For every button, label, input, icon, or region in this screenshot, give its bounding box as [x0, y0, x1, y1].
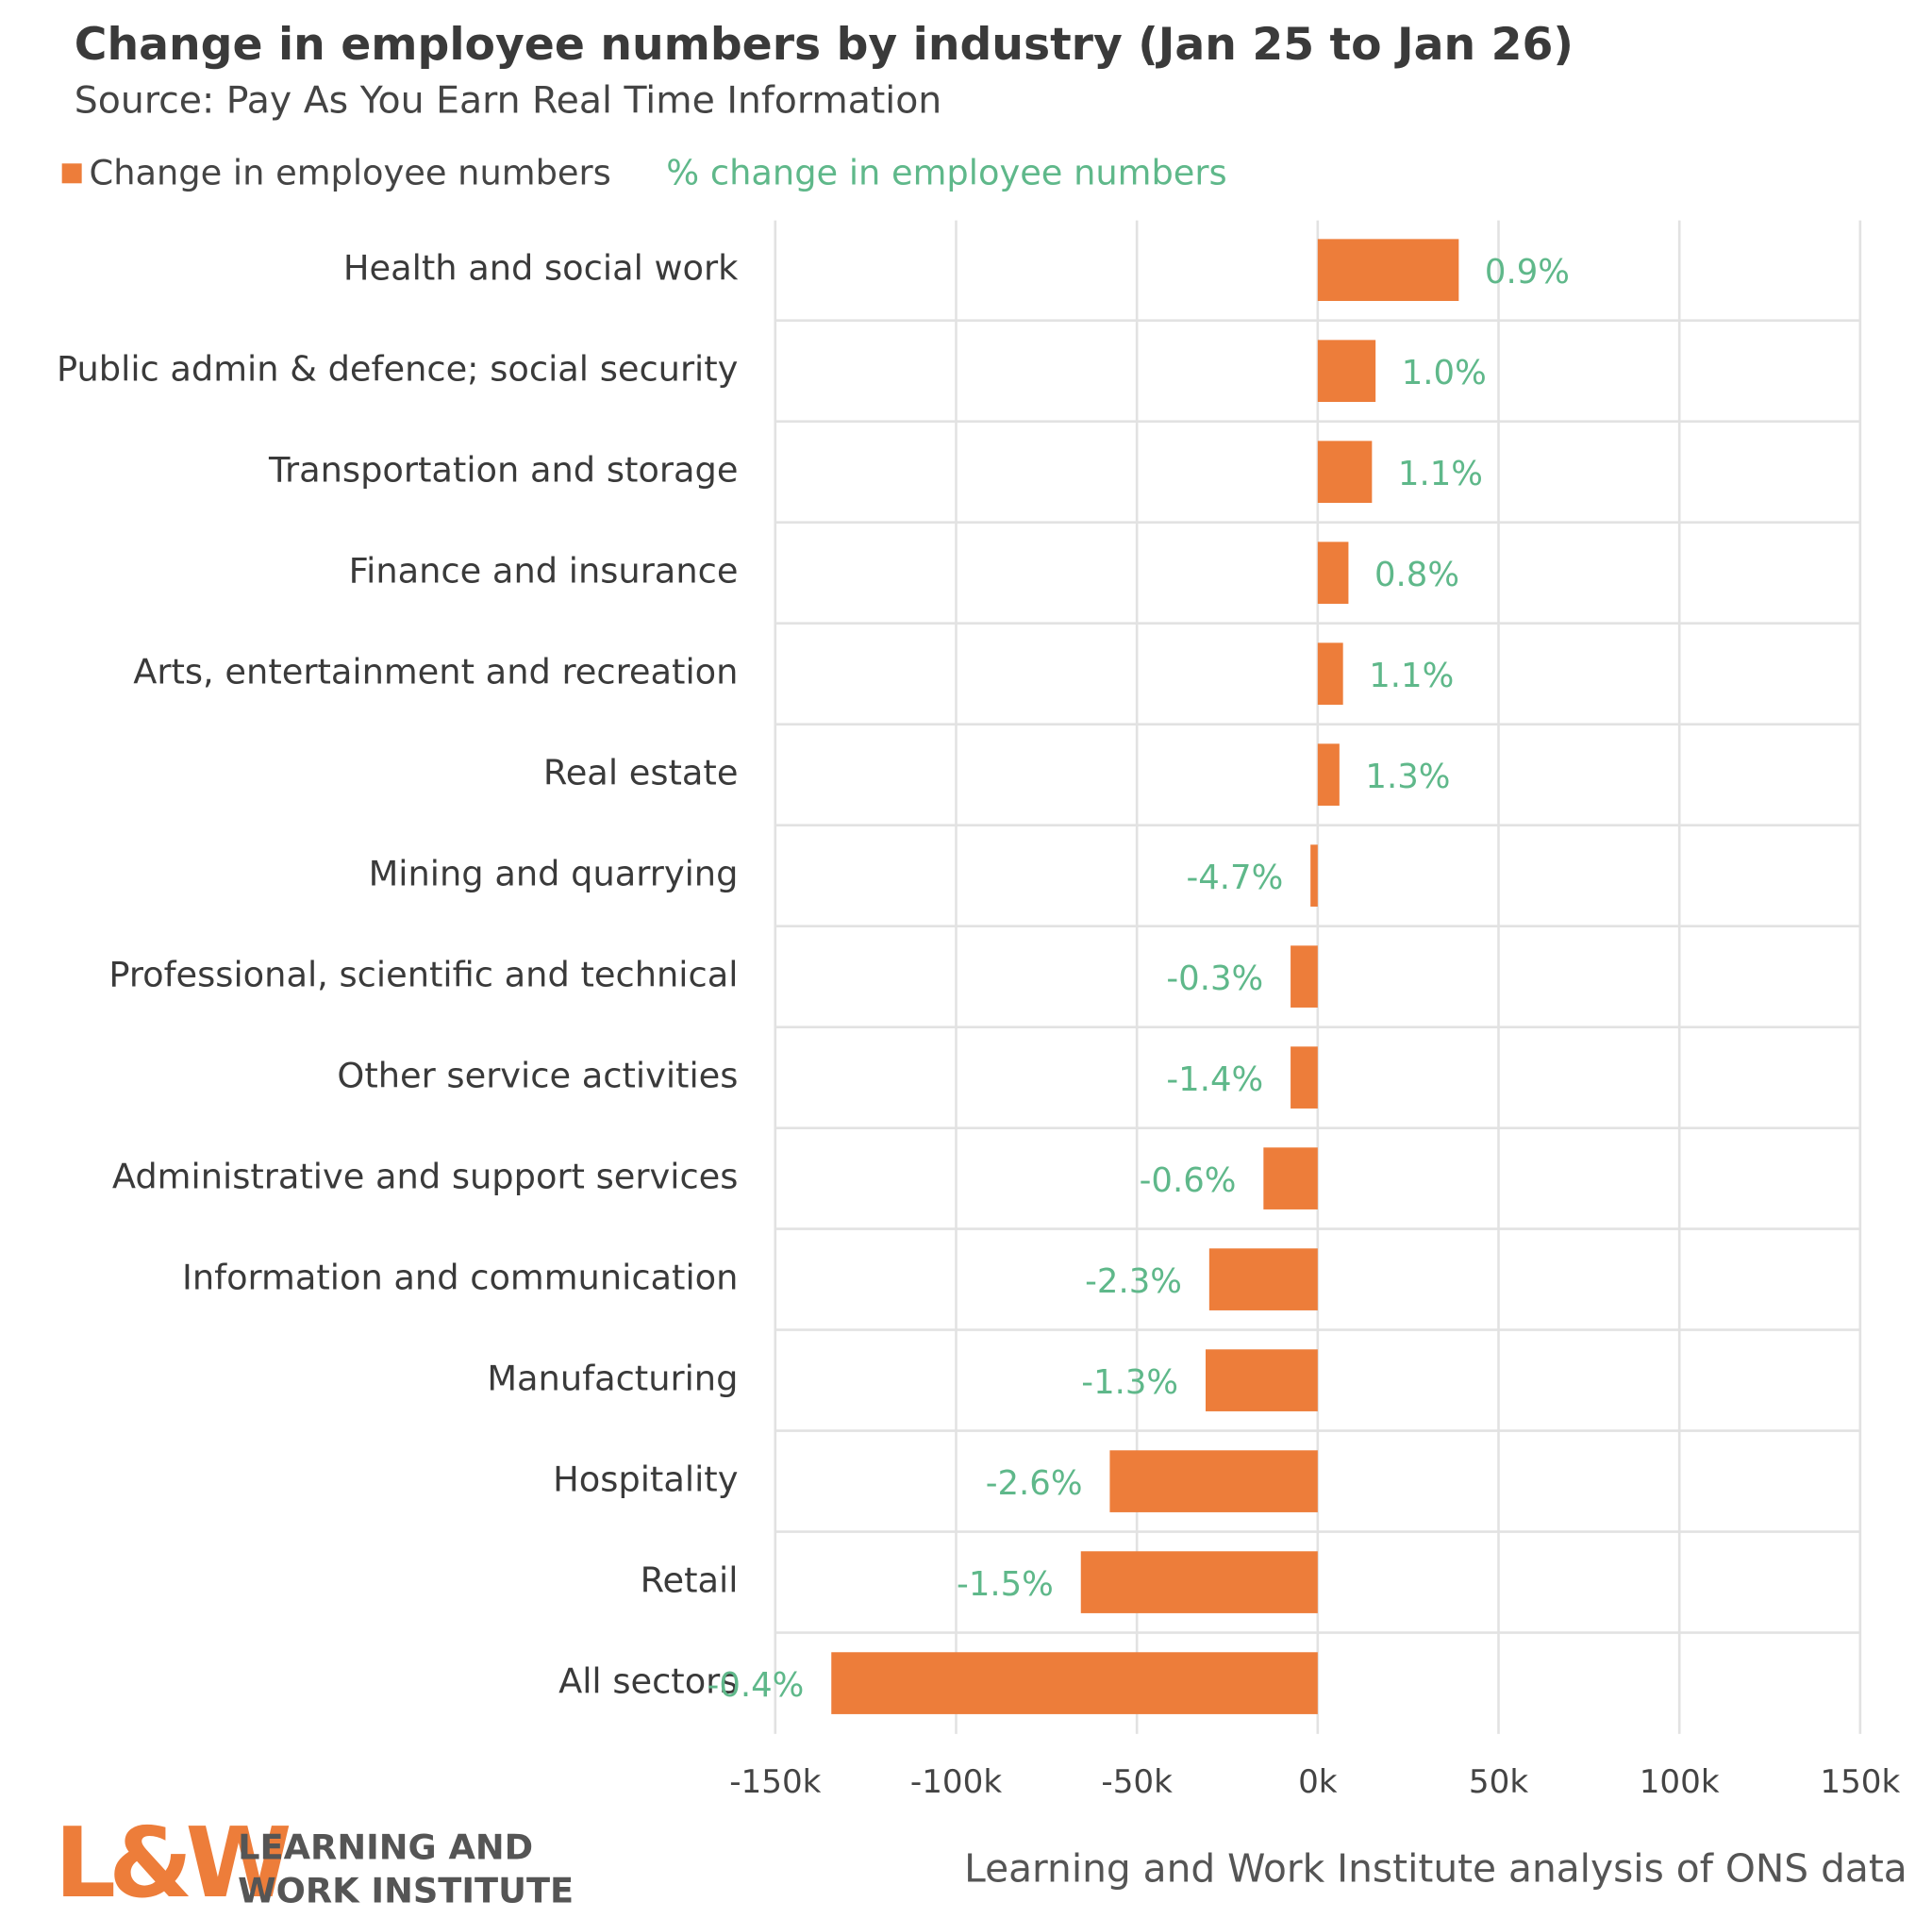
- chart-subtitle: Source: Pay As You Earn Real Time Inform…: [75, 78, 941, 122]
- caption: Learning and Work Institute analysis of …: [964, 1846, 1907, 1892]
- data-label: 0.8%: [1374, 556, 1459, 594]
- data-label: -1.5%: [957, 1565, 1054, 1604]
- y-tick-label: Other service activities: [337, 1056, 738, 1096]
- y-tick-label: Manufacturing: [487, 1359, 738, 1399]
- data-label: -0.6%: [1140, 1161, 1237, 1200]
- data-label: -0.4%: [708, 1666, 805, 1705]
- x-tick-label: -100k: [910, 1763, 1002, 1801]
- y-tick-label: Mining and quarrying: [369, 854, 739, 894]
- bar: [1317, 239, 1459, 302]
- y-tick-label: Transportation and storage: [268, 450, 738, 491]
- logo-text: LEARNING AND: [238, 1827, 533, 1868]
- bar: [1206, 1349, 1318, 1411]
- data-label: 1.0%: [1402, 354, 1487, 392]
- x-tick-label: 0k: [1298, 1763, 1338, 1801]
- legend-label: Change in employee numbers: [90, 153, 611, 193]
- logo-mark: L&W: [55, 1808, 290, 1918]
- bar: [1317, 642, 1343, 705]
- x-tick-label: 150k: [1820, 1763, 1900, 1801]
- bar: [1291, 1046, 1318, 1109]
- bar: [1317, 542, 1349, 604]
- data-label: -2.6%: [986, 1464, 1083, 1503]
- bar: [1080, 1551, 1318, 1613]
- y-tick-label: Public admin & defence; social security: [57, 349, 738, 390]
- data-label: -1.3%: [1081, 1363, 1178, 1402]
- data-label: -4.7%: [1186, 859, 1283, 897]
- y-tick-label: Retail: [641, 1560, 739, 1601]
- bar: [1263, 1147, 1318, 1209]
- y-tick-label: Finance and insurance: [349, 551, 739, 592]
- y-tick-label: Professional, scientific and technical: [108, 955, 738, 995]
- logo-text: WORK INSTITUTE: [238, 1870, 574, 1910]
- data-label: -2.3%: [1085, 1262, 1182, 1301]
- x-tick-label: -150k: [729, 1763, 821, 1801]
- data-label: 1.1%: [1398, 455, 1483, 493]
- bar: [831, 1652, 1318, 1714]
- y-tick-label: Real estate: [543, 753, 739, 793]
- bar: [1109, 1450, 1318, 1512]
- y-tick-label: Arts, entertainment and recreation: [133, 652, 738, 692]
- data-label: 0.9%: [1485, 253, 1570, 292]
- bar: [1317, 743, 1340, 806]
- bar: [1291, 945, 1318, 1008]
- data-label: 1.3%: [1365, 758, 1450, 796]
- x-tick-label: -50k: [1101, 1763, 1173, 1801]
- bar: [1208, 1248, 1318, 1310]
- chart-title: Change in employee numbers by industry (…: [75, 19, 1574, 71]
- x-tick-label: 100k: [1640, 1763, 1720, 1801]
- legend-label: % change in employee numbers: [666, 153, 1226, 193]
- data-label: -1.4%: [1166, 1060, 1263, 1099]
- legend-swatch: [61, 163, 82, 184]
- bar: [1317, 441, 1373, 503]
- y-tick-label: Health and social work: [343, 248, 739, 289]
- bar: [1317, 340, 1376, 403]
- y-tick-label: Hospitality: [553, 1459, 738, 1500]
- x-tick-label: 50k: [1469, 1763, 1528, 1801]
- data-label: 1.1%: [1369, 657, 1454, 695]
- bar: [1310, 844, 1318, 907]
- data-label: -0.3%: [1166, 959, 1263, 998]
- y-tick-label: Administrative and support services: [112, 1157, 739, 1197]
- y-tick-label: Information and communication: [182, 1258, 738, 1298]
- y-tick-label: All sectors: [558, 1661, 738, 1702]
